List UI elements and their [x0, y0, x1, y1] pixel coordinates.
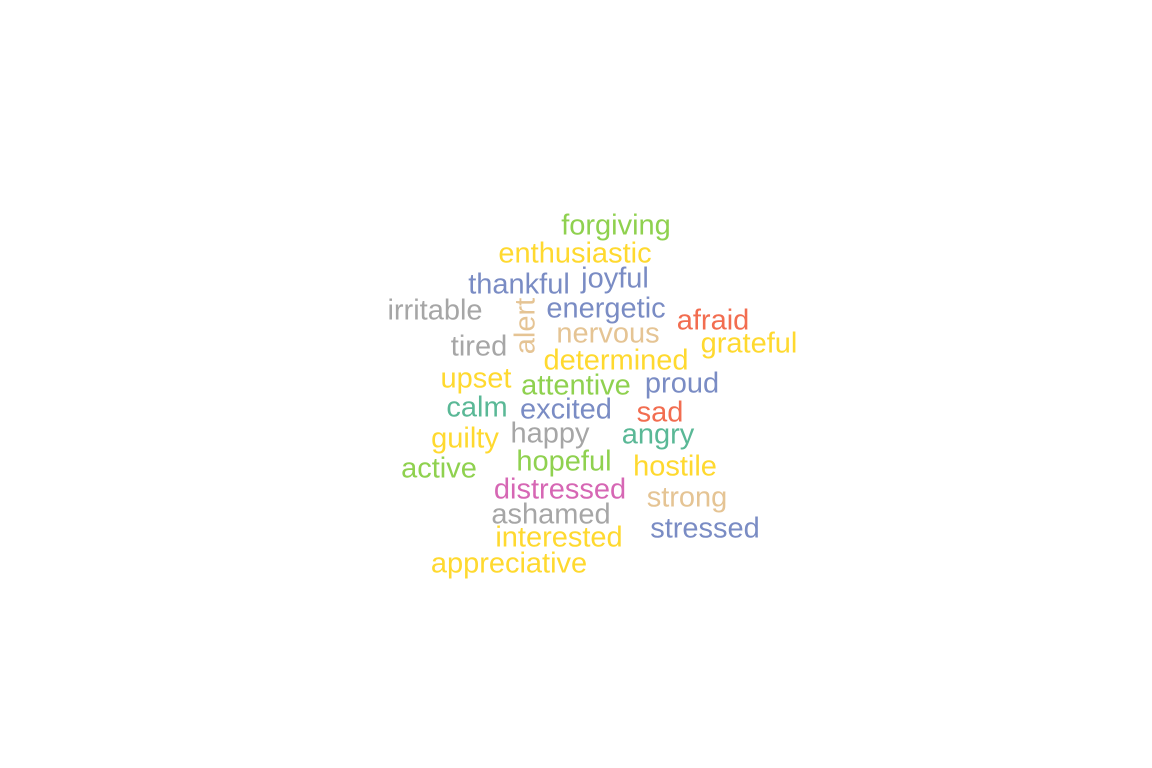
word-calm: calm [446, 391, 508, 424]
word-hopeful: hopeful [516, 445, 612, 478]
word-angry: angry [621, 418, 695, 451]
word-tired: tired [450, 330, 508, 363]
word-ashamed: ashamed [491, 498, 611, 531]
word-afraid: afraid [676, 304, 750, 337]
word-appreciative: appreciative [430, 547, 588, 580]
word-excited: excited [520, 393, 612, 426]
word-energetic: energetic [546, 292, 666, 325]
word-alert: alert [509, 297, 542, 355]
word-proud: proud [644, 367, 720, 400]
word-guilty: guilty [431, 422, 499, 455]
word-joyful: joyful [581, 262, 649, 295]
word-active: active [401, 452, 477, 485]
word-nervous: nervous [556, 317, 660, 350]
word-hostile: hostile [633, 450, 717, 483]
word-thankful: thankful [468, 268, 570, 301]
word-stressed: stressed [650, 512, 760, 545]
word-distressed: distressed [493, 473, 627, 506]
word-attentive: attentive [521, 369, 631, 402]
word-strong: strong [646, 481, 728, 514]
word-grateful: grateful [700, 327, 798, 360]
word-enthusiastic: enthusiastic [498, 237, 652, 270]
word-sad: sad [636, 396, 684, 429]
word-happy: happy [510, 417, 590, 450]
word-upset: upset [440, 362, 512, 395]
word-interested: interested [495, 521, 623, 554]
word-determined: determined [543, 344, 689, 377]
word-forgiving: forgiving [561, 209, 671, 242]
word-irritable: irritable [387, 294, 483, 327]
